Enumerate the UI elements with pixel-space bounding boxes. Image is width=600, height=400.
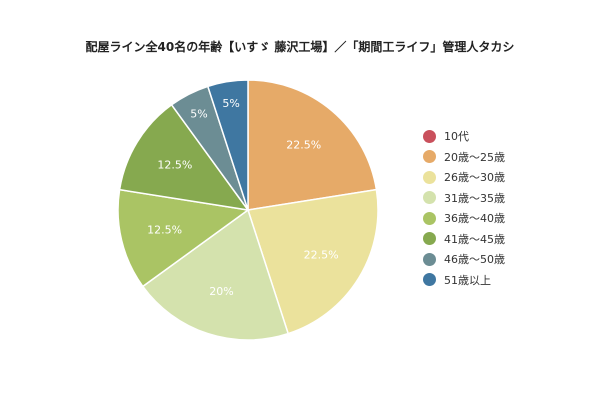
legend-item: 46歳～50歳 [423, 249, 505, 270]
legend-swatch [423, 232, 436, 246]
chart-title: 配屋ライン全40名の年齢【いすゞ 藤沢工場】／「期間工ライフ」管理人タカシ [85, 40, 515, 54]
slice-label-series-6: 5% [190, 107, 207, 120]
pie-slice-series-1 [247, 79, 378, 211]
pie-slice-series-5 [118, 103, 250, 212]
slice-label-series-2: 22.5% [304, 248, 339, 261]
legend-label: 41歳～45歳 [444, 232, 505, 246]
legend-label: 31歳～35歳 [444, 191, 505, 205]
slice-label-series-1: 22.5% [286, 138, 321, 151]
pie-slice-series-3 [141, 208, 290, 341]
chart-legend: 10代 20歳～25歳 26歳～30歳 31歳～35歳 36歳～40歳 41歳～45歳 46… [423, 126, 505, 290]
legend-label: 36歳～40歳 [444, 212, 505, 226]
pie-slice-series-4 [117, 188, 250, 288]
legend-label: 51歳以上 [444, 273, 491, 287]
slice-label-series-3: 20% [209, 285, 233, 298]
legend-item: 26歳～30歳 [423, 167, 505, 188]
legend-swatch [423, 191, 436, 205]
legend-item: 51歳以上 [423, 270, 505, 291]
legend-item: 31歳～35歳 [423, 188, 505, 209]
legend-swatch [423, 170, 436, 184]
legend-swatch [423, 211, 436, 225]
legend-label: 10代 [444, 130, 469, 144]
legend-swatch [423, 273, 436, 287]
legend-label: 20歳～25歳 [444, 150, 505, 164]
legend-item: 36歳～40歳 [423, 208, 505, 229]
legend-label: 46歳～50歳 [444, 253, 505, 267]
pie-slice-series-2 [247, 188, 379, 335]
legend-item: 10代 [423, 126, 505, 147]
legend-swatch [423, 150, 436, 164]
legend-swatch [423, 129, 436, 143]
slice-label-series-4: 12.5% [147, 224, 182, 237]
slice-label-series-5: 12.5% [157, 159, 192, 172]
slice-label-series-7: 5% [222, 97, 239, 110]
legend-item: 41歳～45歳 [423, 229, 505, 250]
pie-slice-series-7 [206, 79, 249, 211]
legend-swatch [423, 252, 436, 266]
legend-item: 20歳～25歳 [423, 147, 505, 168]
legend-label: 26歳～30歳 [444, 171, 505, 185]
